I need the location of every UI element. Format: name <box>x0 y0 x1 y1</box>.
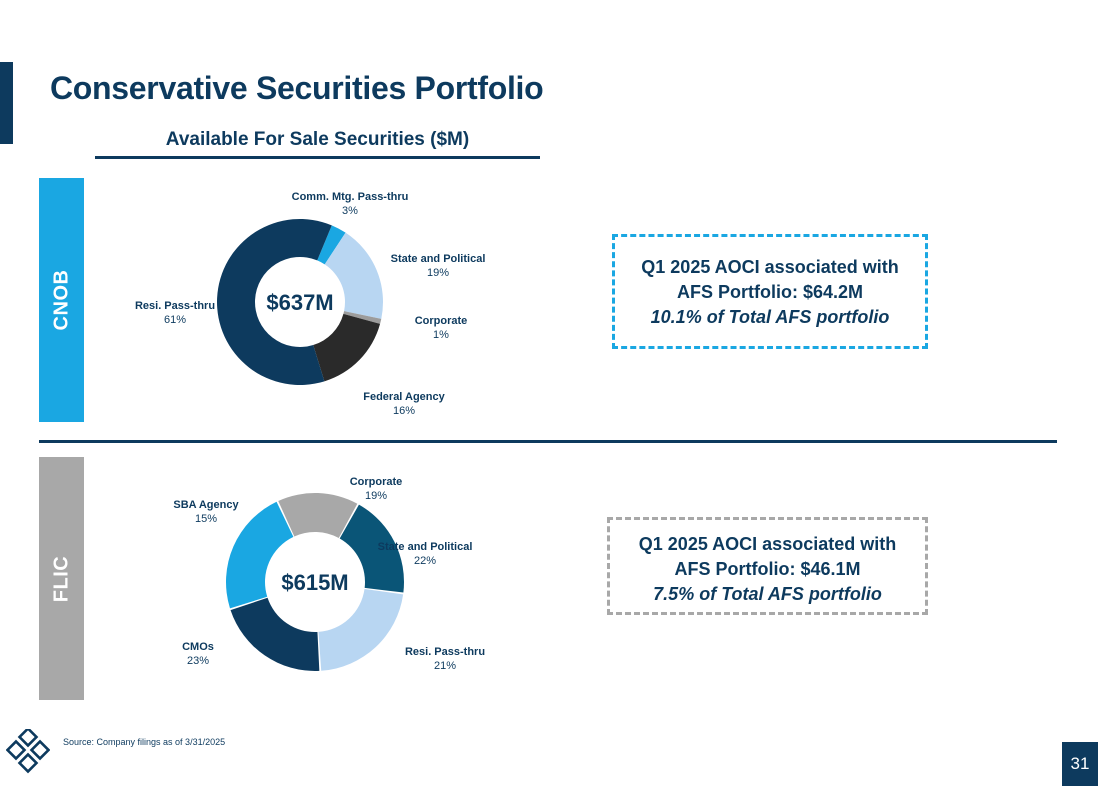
section-divider <box>39 440 1057 443</box>
flic-center-total: $615M <box>281 570 348 595</box>
flic-callout-line1: Q1 2025 AOCI associated with <box>638 534 897 554</box>
source-note: Source: Company filings as of 3/31/2025 <box>63 737 226 747</box>
flic-callout-line3: 7.5% of Total AFS portfolio <box>653 584 882 604</box>
flic-slice-label: Corporate <box>350 476 403 488</box>
flic-slice-cmos <box>226 501 294 609</box>
company-logo-icon <box>6 729 50 774</box>
cnob-slice-label: State and Political <box>391 253 486 265</box>
flic-slice-label: State and Political <box>378 541 473 553</box>
flic-section-tab: FLIC <box>39 457 84 700</box>
flic-slice-resi-pass-thru <box>230 597 320 671</box>
cnob-center-total: $637M <box>266 290 333 315</box>
cnob-slice-label: Corporate <box>415 315 468 327</box>
flic-slice-label: SBA Agency <box>173 499 239 511</box>
flic-slice-pct: 22% <box>414 555 436 567</box>
flic-slice-sba-agency <box>278 493 358 539</box>
cnob-aoci-callout: Q1 2025 AOCI associated with AFS Portfol… <box>612 234 928 349</box>
cnob-slice-pct: 1% <box>433 329 449 341</box>
flic-slice-corporate <box>339 504 404 593</box>
flic-slice-pct: 23% <box>187 655 209 667</box>
flic-callout-line2: AFS Portfolio: $46.1M <box>674 559 861 579</box>
cnob-callout-line1: Q1 2025 AOCI associated with <box>641 257 899 277</box>
page-number: 31 <box>1062 742 1098 786</box>
cnob-slice-state-and-political <box>324 232 383 319</box>
flic-aoci-callout: Q1 2025 AOCI associated with AFS Portfol… <box>607 517 928 615</box>
cnob-slice-label: Federal Agency <box>363 391 445 403</box>
cnob-slice-pct: 19% <box>427 267 449 279</box>
flic-slice-label: CMOs <box>182 641 214 653</box>
cnob-slice-comm-mtg-pass-thru <box>317 225 346 265</box>
cnob-slice-pct: 61% <box>164 314 186 326</box>
cnob-callout-line3: 10.1% of Total AFS portfolio <box>650 307 890 327</box>
cnob-slice-pct: 3% <box>342 205 358 217</box>
cnob-section-tab: CNOB <box>39 178 84 422</box>
flic-slice-pct: 15% <box>195 513 217 525</box>
flic-slice-state-and-political <box>318 588 404 671</box>
flic-slice-pct: 19% <box>365 490 387 502</box>
cnob-slice-pct: 16% <box>393 405 415 417</box>
page-title: Conservative Securities Portfolio <box>50 70 544 106</box>
title-accent-bar <box>0 62 13 144</box>
cnob-slice-resi-pass-thru <box>216 218 332 385</box>
cnob-slice-federal-agency <box>313 313 381 382</box>
cnob-slice-label: Resi. Pass-thru <box>135 300 215 312</box>
cnob-slice-corporate <box>343 311 382 324</box>
cnob-callout-line2: AFS Portfolio: $64.2M <box>676 282 864 302</box>
flic-slice-label: Resi. Pass-thru <box>405 646 485 658</box>
flic-slice-pct: 21% <box>434 660 456 672</box>
chart-subtitle: Available For Sale Securities ($M) <box>95 129 540 159</box>
cnob-slice-label: Comm. Mtg. Pass-thru <box>292 191 409 203</box>
